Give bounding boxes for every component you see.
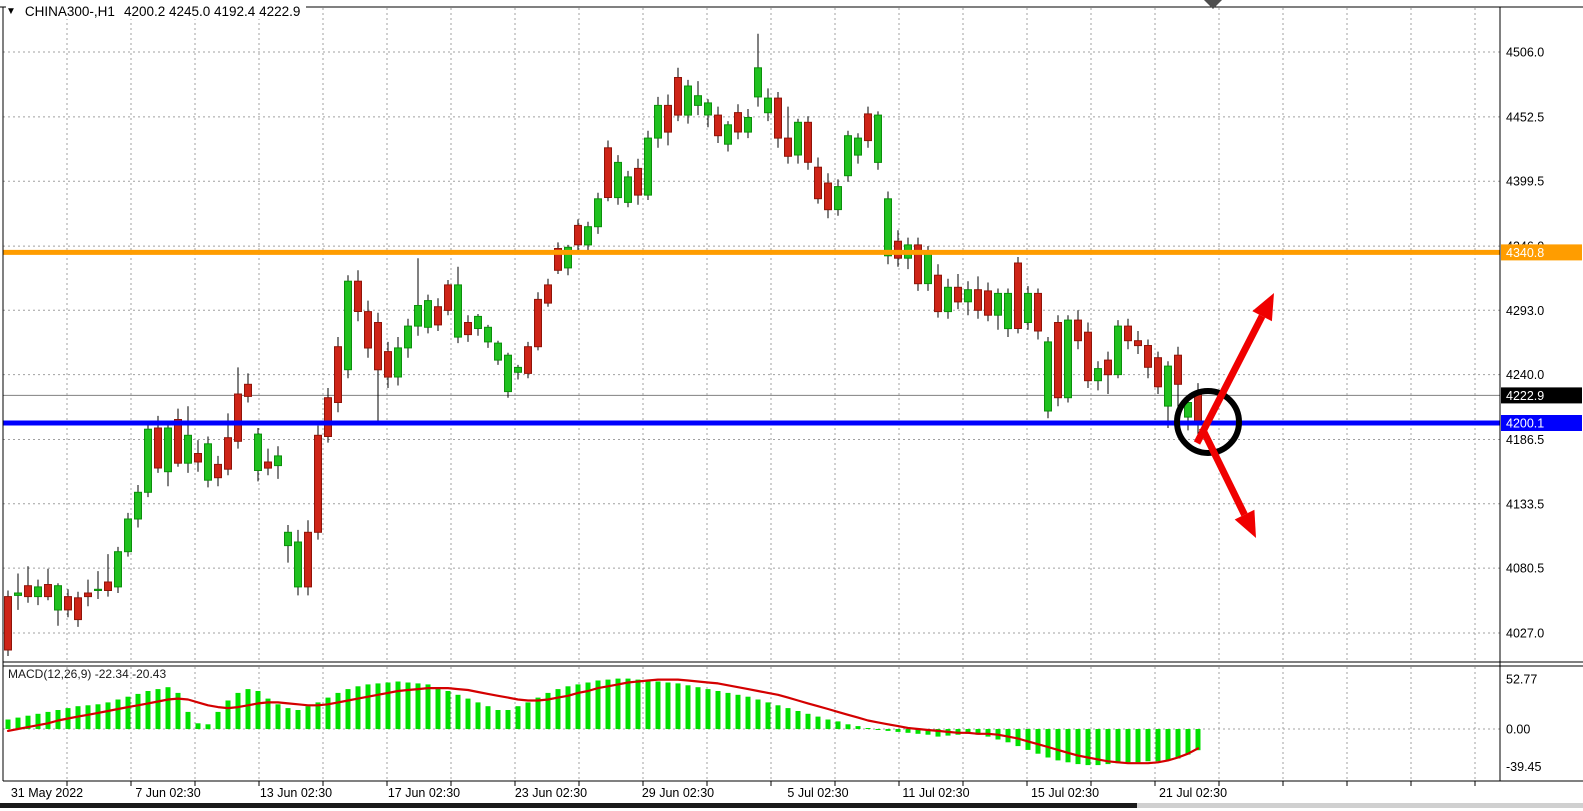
svg-text:4222.9: 4222.9 xyxy=(1506,389,1544,403)
panel-borders xyxy=(0,6,1583,782)
svg-text:0.00: 0.00 xyxy=(1506,723,1530,737)
symbol-dropdown-triangle-icon[interactable]: ▼ xyxy=(6,5,16,17)
svg-text:4133.5: 4133.5 xyxy=(1506,497,1544,511)
svg-text:-39.45: -39.45 xyxy=(1506,760,1541,774)
svg-text:21 Jul 02:30: 21 Jul 02:30 xyxy=(1159,786,1227,800)
macd-main-value: -22.34 xyxy=(94,667,129,681)
annotation-circle[interactable] xyxy=(1174,388,1242,456)
last-bar-marker-icon xyxy=(1204,0,1222,9)
svg-text:4293.0: 4293.0 xyxy=(1506,304,1544,318)
svg-text:11 Jul 02:30: 11 Jul 02:30 xyxy=(902,786,969,800)
svg-text:13 Jun 02:30: 13 Jun 02:30 xyxy=(260,786,332,800)
resistance-price-tag: 4340.8 xyxy=(1501,244,1582,261)
svg-text:7 Jun 02:30: 7 Jun 02:30 xyxy=(135,786,200,800)
macd-label: MACD(12,26,9) xyxy=(8,667,92,681)
annotation-arrow-up[interactable] xyxy=(1193,293,1274,445)
svg-text:29 Jun 02:30: 29 Jun 02:30 xyxy=(642,786,714,800)
bottom-scrollbar[interactable] xyxy=(0,803,1583,808)
svg-text:4080.5: 4080.5 xyxy=(1506,562,1544,576)
svg-text:52.77: 52.77 xyxy=(1506,672,1537,686)
svg-text:17 Jun 02:30: 17 Jun 02:30 xyxy=(388,786,460,800)
time-axis: 31 May 2022 7 Jun 02:30 13 Jun 02:30 17 Jun… xyxy=(11,781,1476,800)
svg-text:4452.5: 4452.5 xyxy=(1506,110,1544,124)
svg-text:23 Jun 02:30: 23 Jun 02:30 xyxy=(515,786,587,800)
svg-text:5 Jul 02:30: 5 Jul 02:30 xyxy=(787,786,848,800)
macd-signal-value: -20.43 xyxy=(132,667,167,681)
svg-text:4340.8: 4340.8 xyxy=(1506,246,1544,260)
ohlc-values-label: 4200.2 4245.0 4192.4 4222.9 xyxy=(123,4,301,19)
macd-indicator-caption: MACD(12,26,9) -22.34 -20.43 xyxy=(8,667,166,681)
svg-text:4240.0: 4240.0 xyxy=(1506,368,1544,382)
annotation-arrow-down[interactable] xyxy=(1198,426,1256,538)
svg-text:31 May 2022: 31 May 2022 xyxy=(11,786,83,800)
svg-text:4399.5: 4399.5 xyxy=(1506,175,1544,189)
scrollbar-thumb[interactable] xyxy=(0,803,1137,808)
svg-text:15 Jul 02:30: 15 Jul 02:30 xyxy=(1031,786,1099,800)
svg-text:4027.0: 4027.0 xyxy=(1506,627,1544,641)
svg-text:4186.5: 4186.5 xyxy=(1506,433,1544,447)
current-price-tag: 4222.9 xyxy=(1501,387,1582,404)
candlestick-series xyxy=(4,33,1202,656)
svg-text:4506.0: 4506.0 xyxy=(1506,46,1544,60)
macd-histogram xyxy=(5,678,1201,766)
svg-text:4200.1: 4200.1 xyxy=(1506,417,1544,431)
support-price-tag: 4200.1 xyxy=(1501,415,1582,431)
chart-title-bar: ▼ CHINA300-,H1 4200.2 4245.0 4192.4 4222… xyxy=(6,4,307,19)
symbol-period-label: CHINA300-,H1 xyxy=(24,4,115,19)
macd-signal-line xyxy=(6,678,1200,765)
